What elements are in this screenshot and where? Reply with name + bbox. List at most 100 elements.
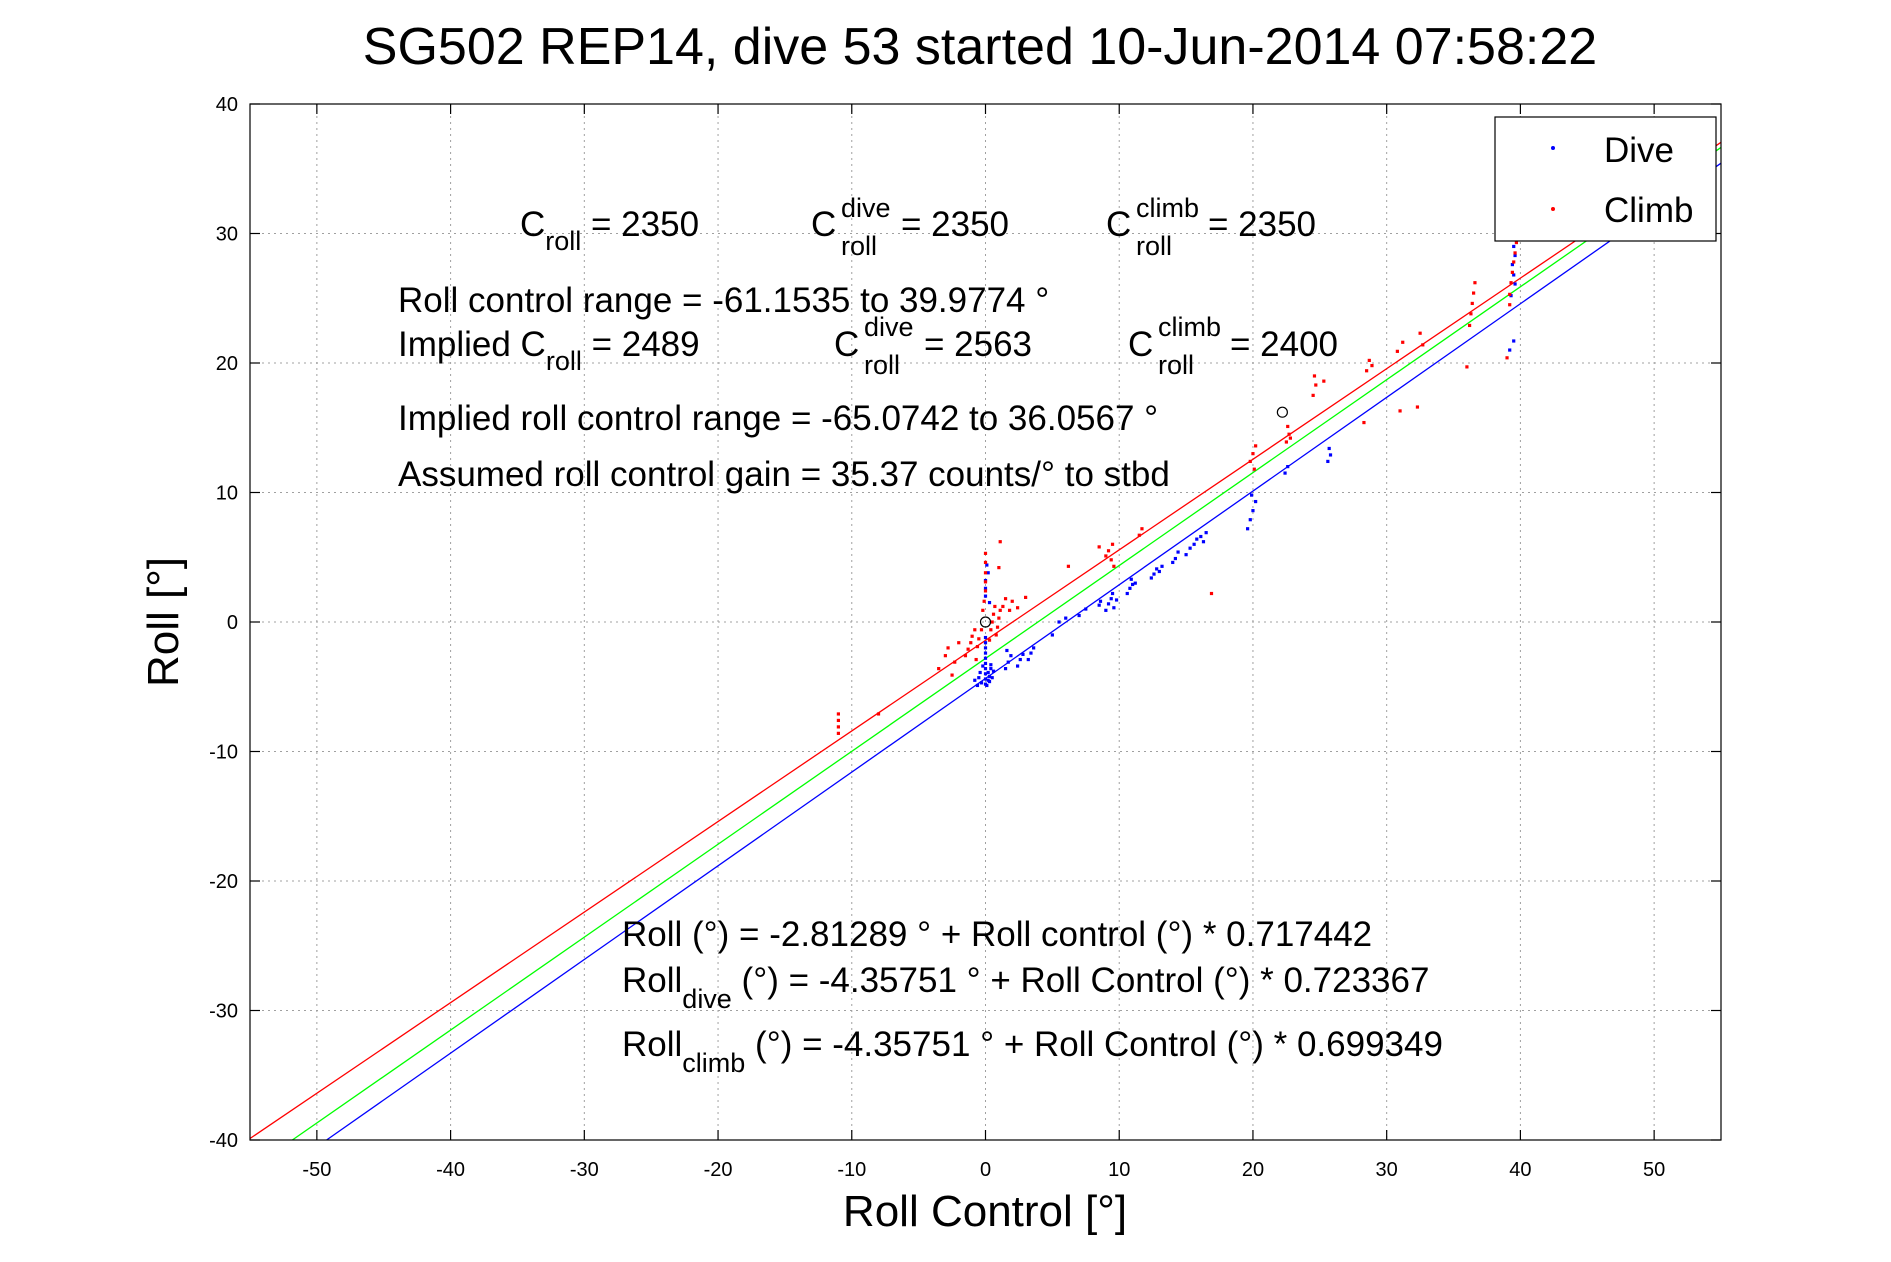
- x-tick-label: -50: [302, 1159, 331, 1181]
- fit-line: [326, 162, 1722, 1141]
- annotation-c-roll-dive-value: = 2350: [901, 205, 1009, 244]
- legend-label-climb: Climb: [1604, 191, 1693, 230]
- point-climb: [876, 712, 881, 716]
- point-dive: [1009, 654, 1013, 658]
- point-dive: [1005, 648, 1009, 653]
- annotation-implied-c-roll-dive-sup: dive: [864, 312, 914, 342]
- point-climb: [1066, 564, 1071, 568]
- point-climb: [1514, 240, 1518, 245]
- point-climb: [1467, 323, 1472, 328]
- point-climb: [1370, 363, 1374, 368]
- point-dive: [1176, 550, 1180, 554]
- open-circle-marker: [979, 616, 992, 628]
- point-dive: [1510, 262, 1514, 267]
- point-climb: [1252, 467, 1256, 471]
- point-dive: [1201, 540, 1206, 544]
- point-climb: [1365, 369, 1369, 373]
- point-dive: [1125, 591, 1129, 596]
- point-climb: [1510, 270, 1514, 274]
- point-climb: [1513, 251, 1517, 255]
- point-climb: [975, 645, 980, 649]
- point-dive: [1508, 348, 1512, 352]
- point-dive: [983, 667, 988, 671]
- point-climb: [1469, 312, 1473, 316]
- annotation-implied-c-roll: Implied Croll = 2489: [398, 325, 700, 376]
- point-dive: [1250, 493, 1254, 497]
- annotation-c-roll-dive: C: [811, 205, 836, 244]
- point-dive: [1254, 499, 1258, 504]
- point-climb: [987, 638, 992, 642]
- open-circle-marker: [1276, 406, 1288, 418]
- annotation-c-roll-climb: C: [1106, 205, 1131, 244]
- point-climb: [1312, 374, 1317, 378]
- point-climb: [836, 712, 840, 716]
- point-climb: [1003, 597, 1008, 601]
- point-climb: [1508, 292, 1512, 296]
- point-climb: [950, 673, 954, 677]
- point-climb: [1137, 533, 1141, 537]
- point-climb: [1284, 440, 1288, 444]
- point-dive: [1192, 542, 1196, 546]
- point-climb: [993, 604, 997, 609]
- point-climb: [998, 540, 1002, 544]
- point-climb: [1209, 591, 1214, 596]
- point-climb: [1509, 281, 1513, 285]
- point-dive: [1327, 446, 1331, 451]
- point-climb: [957, 641, 961, 645]
- legend-box: [1494, 116, 1717, 242]
- point-dive: [1114, 598, 1119, 602]
- point-dive: [1003, 667, 1008, 671]
- annotation-c-roll: Croll = 2350: [520, 205, 699, 256]
- point-dive: [1097, 603, 1101, 607]
- point-dive: [1133, 581, 1137, 585]
- point-dive: [1104, 608, 1108, 612]
- point-dive: [983, 641, 988, 645]
- point-climb: [974, 657, 978, 662]
- point-climb: [1015, 606, 1020, 610]
- x-axis-label: Roll Control [°]: [843, 1187, 1127, 1236]
- point-dive: [1026, 657, 1030, 662]
- point-climb: [979, 628, 984, 632]
- point-dive: [987, 600, 992, 605]
- point-climb: [1415, 405, 1420, 409]
- point-dive: [1032, 646, 1036, 650]
- point-climb: [1010, 599, 1014, 603]
- point-dive: [1106, 602, 1111, 606]
- point-dive: [1512, 339, 1516, 343]
- x-tick-label: 50: [1643, 1159, 1665, 1181]
- point-dive: [1015, 664, 1020, 668]
- point-dive: [983, 586, 988, 590]
- point-dive: [987, 679, 992, 684]
- point-dive: [1328, 453, 1333, 457]
- point-climb: [973, 628, 977, 632]
- point-climb: [995, 625, 1000, 629]
- point-climb: [953, 660, 957, 664]
- annotation-equation-climb: Rollclimb (°) = -4.35751 ° + Roll Contro…: [622, 1025, 1443, 1078]
- point-climb: [1512, 260, 1516, 264]
- point-climb: [983, 589, 988, 593]
- point-dive: [983, 594, 988, 598]
- point-climb: [997, 566, 1001, 570]
- point-climb: [998, 608, 1002, 612]
- point-climb: [1470, 301, 1474, 306]
- point-dive: [1155, 567, 1159, 571]
- y-tick-label: 10: [216, 483, 238, 505]
- point-climb: [1314, 383, 1318, 387]
- annotation-implied-c-roll-climb-sub: roll: [1158, 350, 1194, 380]
- point-dive: [1184, 553, 1188, 557]
- x-tick-label: -20: [704, 1159, 733, 1181]
- point-dive: [1199, 534, 1203, 539]
- fit-line: [249, 141, 1722, 1140]
- point-dive: [975, 683, 980, 688]
- point-climb: [1472, 291, 1476, 295]
- point-dive: [1029, 651, 1033, 655]
- point-dive: [1131, 582, 1135, 587]
- annotation-roll-control-range: Roll control range = -61.1535 to 39.9774…: [398, 281, 1049, 320]
- y-tick-label: -20: [209, 871, 238, 893]
- point-climb: [1465, 365, 1469, 369]
- y-tick-label: 20: [216, 353, 238, 375]
- fit-line: [291, 146, 1722, 1141]
- annotation-c-values: Croll = 2350 C dive roll = 2350 C climb …: [520, 193, 1316, 261]
- point-climb: [991, 612, 996, 616]
